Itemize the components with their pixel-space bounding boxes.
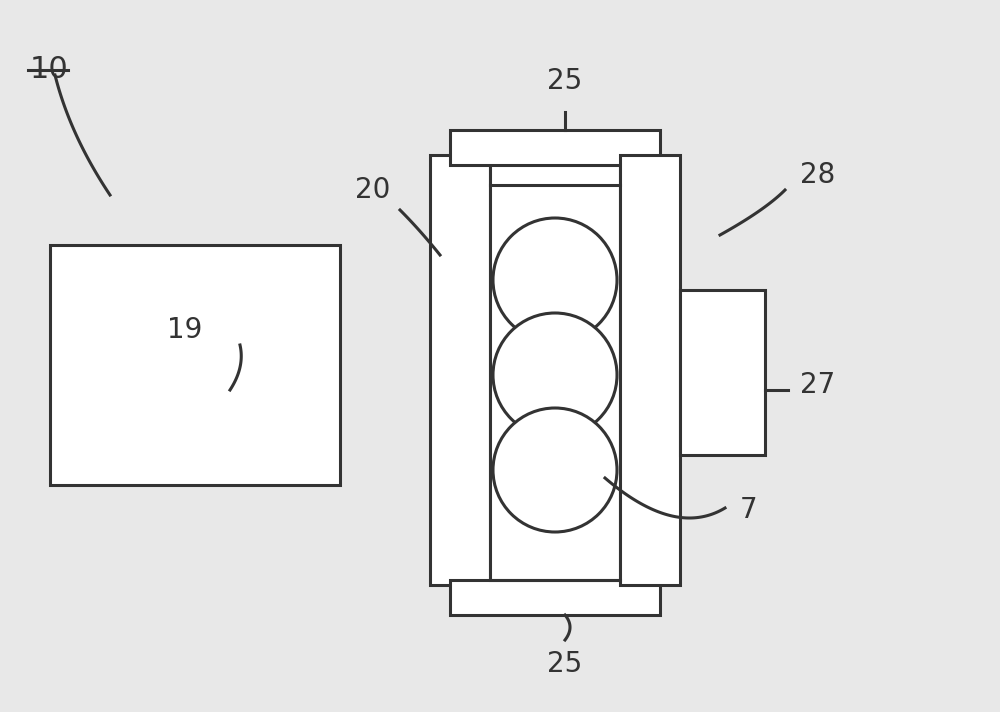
Text: 28: 28 [800,161,835,189]
Text: 25: 25 [547,650,583,678]
Bar [490,155,620,585]
Bar [50,245,340,485]
Bar [680,290,765,455]
Bar [450,130,660,165]
Text: 19: 19 [167,316,203,344]
Bar [620,155,680,585]
Circle shape [493,313,617,437]
Bar [430,155,490,585]
Text: 7: 7 [740,496,758,524]
Circle shape [493,408,617,532]
Circle shape [493,218,617,342]
Text: 25: 25 [547,67,583,95]
Bar [450,580,660,615]
Text: 27: 27 [800,371,835,399]
Text: 10: 10 [30,55,69,84]
Text: 20: 20 [355,176,390,204]
